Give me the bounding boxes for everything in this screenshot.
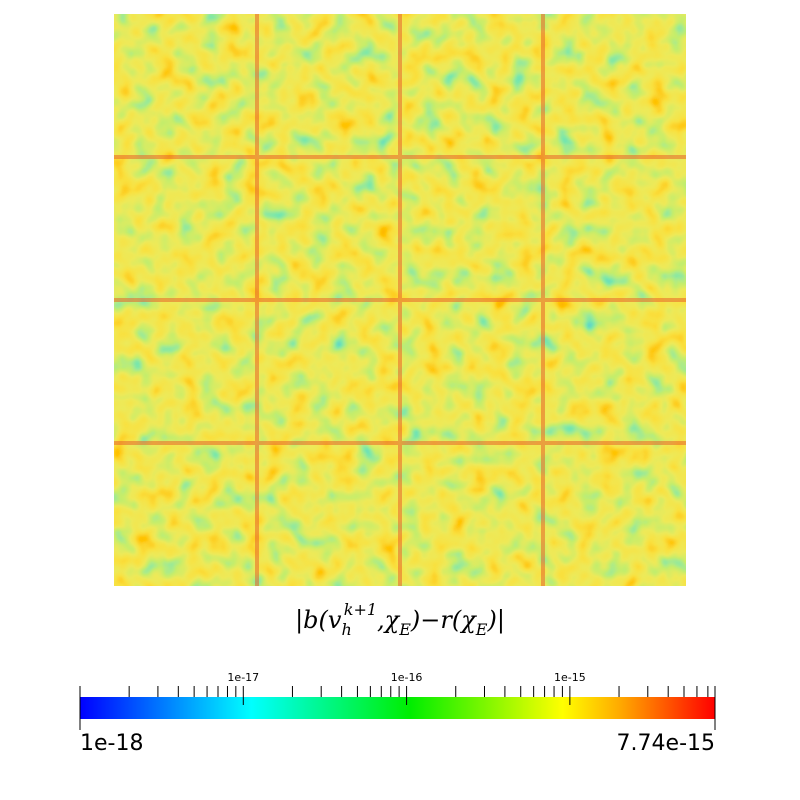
title-sub: E <box>475 620 488 639</box>
title-part: |b(v <box>295 606 342 635</box>
title-sup: k+1 <box>344 600 377 619</box>
title-sub: h <box>341 620 351 639</box>
title-part: )| <box>486 606 504 635</box>
colorbar-min-label: 1e-18 <box>80 731 143 756</box>
colorbar-tick-label: 1e-16 <box>391 671 423 684</box>
colorbar <box>80 697 715 719</box>
colorbar-axis: 1e-17 1e-16 1e-15 <box>79 671 716 730</box>
colorbar-max-label: 7.74e-15 <box>617 731 715 756</box>
title-part: )−r(χ <box>410 606 477 634</box>
title-sub: E <box>398 620 411 639</box>
colorbar-tick-label: 1e-15 <box>554 671 586 684</box>
title-part: ,χ <box>377 606 401 634</box>
field-title: |b(vhk+1,χE)−r(χE)| <box>295 600 505 639</box>
colorbar-tick-label: 1e-17 <box>227 671 259 684</box>
field-grid <box>114 14 686 586</box>
